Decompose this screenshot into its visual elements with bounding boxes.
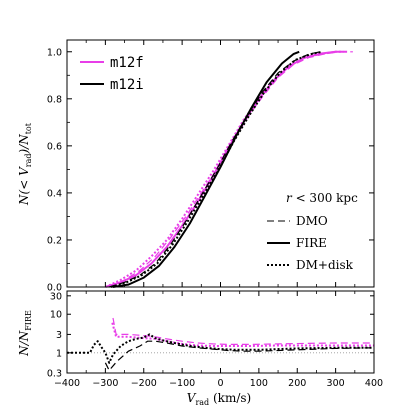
- cdf-series-m12i-dmo: [109, 51, 321, 288]
- legend-label-m12i: m12i: [110, 77, 144, 93]
- ratio-series-m12f-dmo: [112, 317, 374, 345]
- key-label-dm-disk: DM+disk: [296, 258, 354, 272]
- key-label-fire: FIRE: [296, 236, 327, 250]
- x-tick-label: 200: [288, 378, 306, 389]
- x-tick-label: −300: [92, 378, 118, 389]
- ratio-y-tick-label: 0.3: [47, 369, 62, 380]
- ratio-series-m12f-dm-disk: [111, 322, 374, 347]
- cdf-y-tick-label: 0.2: [47, 235, 62, 246]
- ratio-y-tick-label: 3: [56, 330, 62, 341]
- cdf-y-axis-label: N(< Vrad)/Ntot: [17, 122, 33, 206]
- cdf-series-m12i-fire: [112, 50, 300, 288]
- ratio-y-ticks: 0.3 1 3 10 30: [47, 291, 374, 380]
- cdf-series-m12i-dm-disk: [110, 50, 323, 288]
- ratio-series-group: [67, 317, 375, 371]
- ratio-y-tick-label: 1: [56, 348, 62, 359]
- cdf-x-ticks: [66, 40, 375, 287]
- cdf-y-ticks: 0.0 0.2 0.4 0.6 0.8 1.0: [47, 47, 374, 294]
- cdf-series-m12f-dmo: [108, 51, 353, 288]
- x-tick-label: −100: [169, 378, 195, 389]
- style-key: r < 300 kpc DMO FIRE DM+disk: [267, 191, 358, 272]
- x-tick-label: −400: [54, 378, 80, 389]
- ratio-panel-frame: [66, 290, 375, 374]
- x-tick-label: −200: [131, 378, 157, 389]
- cdf-series-group: [104, 50, 353, 288]
- ratio-y-axis-label: N/NFIRE: [17, 310, 33, 357]
- cdf-y-tick-label: 0.8: [47, 94, 62, 105]
- x-axis-label: Vrad (km/s): [187, 391, 251, 407]
- ratio-x-ticks: −400 −300 −200 −100 0 100 200 300 400: [54, 291, 383, 389]
- cdf-y-tick-label: 0.0: [47, 283, 62, 294]
- x-tick-label: 300: [327, 378, 345, 389]
- ratio-y-tick-label: 10: [50, 310, 62, 321]
- key-label-dmo: DMO: [296, 214, 328, 228]
- cdf-y-tick-label: 0.6: [47, 141, 62, 152]
- radius-label: r < 300 kpc: [286, 191, 358, 205]
- ratio-y-tick-label: 30: [50, 291, 62, 302]
- legend: m12f m12i: [80, 55, 144, 93]
- legend-label-m12f: m12f: [110, 55, 144, 71]
- cdf-series-m12f-dm-disk: [104, 50, 344, 288]
- x-tick-label: 0: [217, 378, 223, 389]
- cdf-y-tick-label: 0.4: [47, 188, 62, 199]
- ratio-series-m12i-dm-disk: [67, 333, 374, 364]
- cdf-y-tick-label: 1.0: [47, 47, 62, 58]
- x-tick-label: 400: [365, 378, 383, 389]
- x-tick-label: 100: [250, 378, 268, 389]
- cdf-panel: 0.0 0.2 0.4 0.6 0.8 1.0 N(< Vrad)/Ntot m12f m…: [17, 39, 375, 294]
